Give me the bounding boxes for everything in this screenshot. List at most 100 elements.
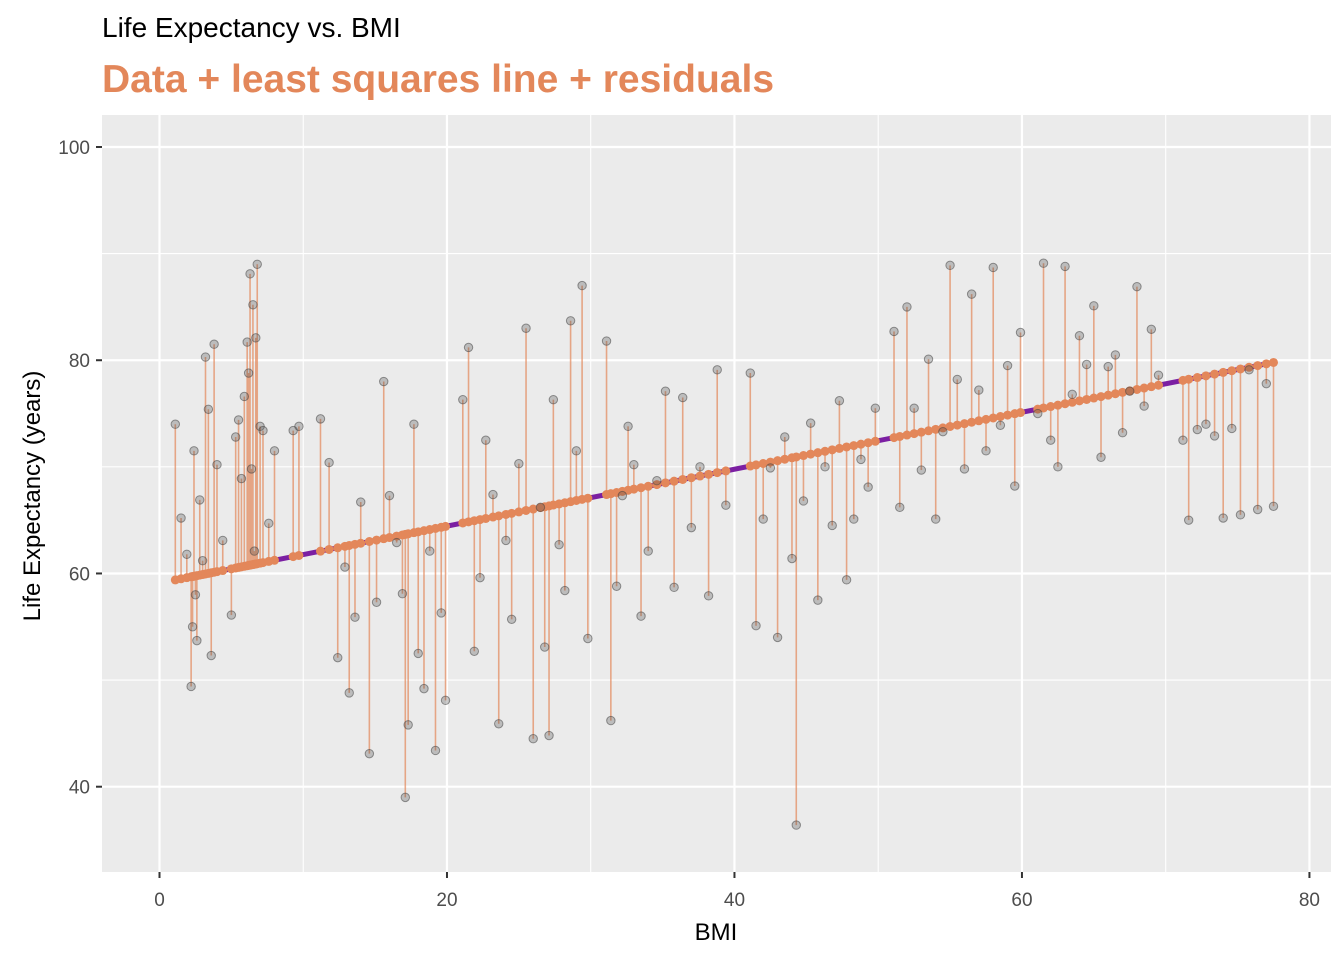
- fitted-point: [1235, 364, 1245, 374]
- fitted-point: [669, 476, 679, 486]
- fitted-point: [909, 429, 919, 439]
- fitted-point: [967, 417, 977, 427]
- fitted-point: [636, 483, 646, 493]
- fitted-point: [629, 484, 639, 494]
- data-point: [170, 419, 181, 429]
- fitted-point: [1046, 402, 1056, 412]
- data-point: [583, 633, 593, 644]
- data-point: [209, 339, 219, 349]
- data-point: [494, 719, 504, 729]
- data-point: [371, 597, 382, 607]
- data-point: [798, 496, 809, 506]
- data-point: [186, 681, 196, 692]
- fitted-point: [952, 420, 962, 430]
- data-point: [995, 420, 1006, 430]
- data-point: [239, 391, 250, 402]
- x-tick-label: 40: [724, 890, 745, 911]
- data-point: [488, 489, 498, 500]
- data-point: [772, 632, 783, 643]
- fitted-point: [1227, 366, 1237, 376]
- data-point: [974, 385, 984, 395]
- data-point: [475, 573, 485, 583]
- data-point: [436, 608, 446, 618]
- data-point: [535, 502, 546, 513]
- fitted-point: [813, 448, 823, 458]
- data-point: [269, 446, 280, 456]
- data-point: [669, 582, 679, 593]
- fitted-point: [1003, 410, 1013, 420]
- fitted-point: [686, 473, 696, 483]
- fitted-point: [1060, 399, 1070, 409]
- data-points: [170, 258, 1279, 830]
- data-point: [430, 745, 441, 756]
- data-point: [1227, 423, 1237, 434]
- data-point: [745, 368, 755, 378]
- fitted-point: [1096, 392, 1106, 402]
- data-point: [230, 432, 241, 442]
- fitted-point: [1082, 394, 1092, 404]
- data-point: [765, 463, 776, 473]
- data-point: [192, 635, 202, 646]
- data-point: [1244, 365, 1254, 375]
- fitted-point: [916, 427, 926, 437]
- data-point: [988, 262, 998, 273]
- data-point: [246, 464, 257, 474]
- fitted-point: [678, 474, 688, 484]
- fitted-point: [773, 456, 783, 466]
- data-point: [203, 404, 214, 414]
- fitted-point: [1261, 359, 1271, 369]
- data-point: [916, 465, 927, 475]
- grid-lines: [102, 115, 1331, 872]
- fitted-point: [1139, 383, 1149, 393]
- fitted-point: [507, 508, 517, 518]
- x-tick-label: 60: [1011, 890, 1032, 911]
- x-tick-label: 20: [436, 890, 457, 911]
- data-point: [1002, 360, 1013, 371]
- fitted-point: [945, 421, 955, 431]
- fitted-point: [356, 538, 366, 548]
- data-point: [966, 289, 977, 299]
- y-tick-label: 40: [69, 778, 90, 799]
- data-point: [501, 535, 511, 546]
- fitted-point: [895, 431, 905, 441]
- fitted-point: [1132, 384, 1142, 394]
- data-point: [787, 553, 797, 564]
- chart-subtitle: Data + least squares line + residuals: [102, 58, 775, 101]
- data-point: [686, 522, 697, 533]
- data-point: [248, 300, 258, 310]
- data-point: [514, 458, 524, 469]
- fitted-point: [643, 481, 653, 491]
- data-point: [1038, 258, 1049, 268]
- data-point: [391, 537, 402, 548]
- fitted-point: [988, 413, 998, 423]
- fitted-point: [1253, 361, 1263, 371]
- data-point: [712, 365, 722, 375]
- data-point: [243, 368, 254, 378]
- fitted-point: [791, 452, 801, 462]
- data-point: [703, 591, 714, 601]
- data-point: [827, 520, 837, 531]
- fitted-point: [1039, 403, 1049, 413]
- data-point: [344, 688, 354, 698]
- data-point: [1015, 327, 1026, 338]
- data-point: [379, 376, 389, 387]
- data-point: [952, 374, 962, 385]
- y-tick-label: 60: [69, 564, 90, 585]
- data-point: [425, 546, 435, 556]
- data-point: [419, 683, 429, 694]
- data-point: [1192, 424, 1203, 435]
- data-point: [249, 546, 260, 556]
- data-point: [1110, 350, 1121, 360]
- data-point: [1209, 431, 1220, 441]
- fitted-point: [660, 478, 670, 488]
- fitted-point: [827, 445, 837, 455]
- data-point: [856, 454, 866, 465]
- x-axis-ticks: 0 20 40 60 80: [154, 872, 1320, 911]
- data-point: [791, 820, 801, 830]
- data-point: [780, 432, 790, 442]
- fitted-point: [1269, 357, 1279, 367]
- data-point: [629, 460, 639, 470]
- data-point: [356, 497, 366, 507]
- data-point: [1132, 281, 1142, 292]
